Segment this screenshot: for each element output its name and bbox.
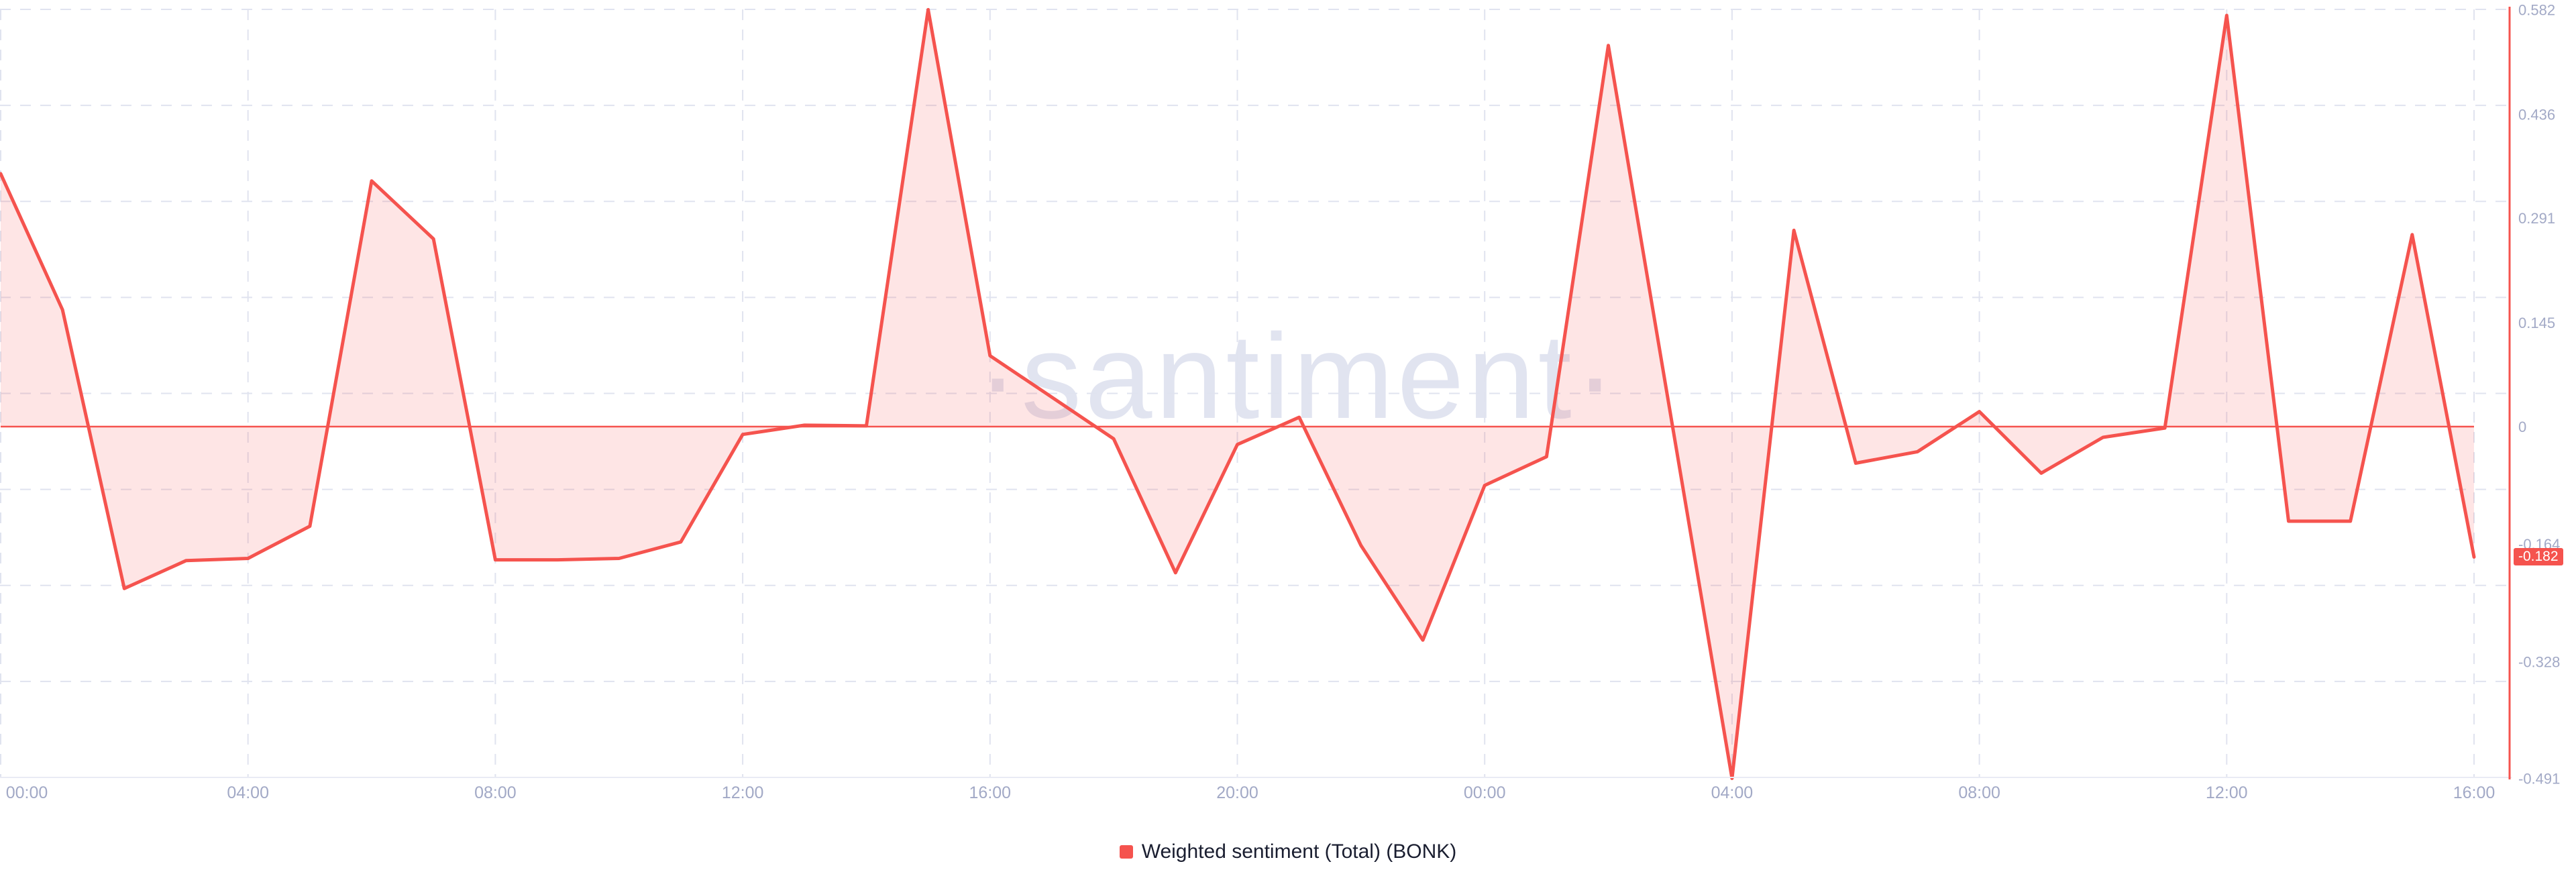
x-axis-label: 12:00 (722, 783, 764, 802)
legend-item-weighted-sentiment[interactable]: Weighted sentiment (Total) (BONK) (1119, 840, 1457, 863)
y-axis-label: -0.328 (2518, 653, 2560, 670)
x-axis-label: 00:00 (6, 783, 48, 802)
series-area-fill (1, 9, 2474, 779)
legend-marker-icon (1119, 845, 1133, 859)
chart-legend: Weighted sentiment (Total) (BONK) (0, 840, 2576, 863)
x-axis-label: 04:00 (227, 783, 269, 802)
y-axis-label: -0.491 (2518, 770, 2560, 787)
santiment-watermark: ·santiment· (977, 309, 1619, 444)
x-axis-label: 20:00 (1216, 783, 1258, 802)
y-axis-label: 0.145 (2518, 315, 2555, 331)
x-axis-label: 16:00 (969, 783, 1012, 802)
y-axis-label: 0.291 (2518, 210, 2555, 227)
y-axis-label: 0.582 (2518, 1, 2555, 18)
x-axis-label: 08:00 (474, 783, 517, 802)
current-value-badge: -0.182 (2514, 548, 2563, 565)
x-axis-label: 04:00 (1711, 783, 1754, 802)
legend-label: Weighted sentiment (Total) (BONK) (1141, 840, 1457, 863)
y-axis-label: 0 (2518, 419, 2526, 435)
x-axis-label: 08:00 (1958, 783, 2000, 802)
series-line (0, 7, 2476, 780)
x-axis-label: 00:00 (1464, 783, 1506, 802)
x-axis-label: 16:00 (2453, 783, 2496, 802)
y-axis-label: 0.436 (2518, 106, 2555, 123)
x-axis-label: 12:00 (2206, 783, 2248, 802)
